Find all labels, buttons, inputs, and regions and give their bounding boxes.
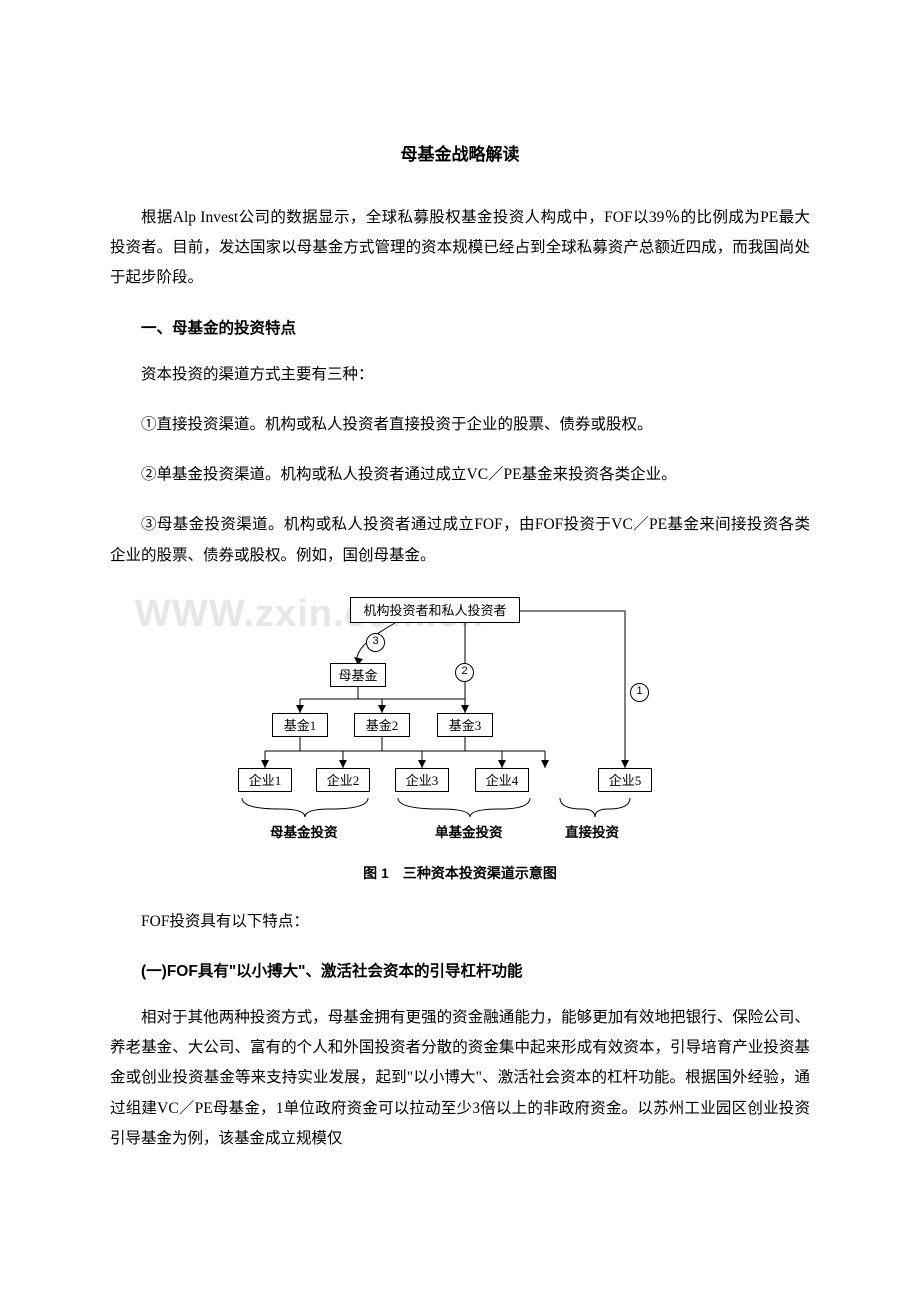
paragraph-fof-features-intro: FOF投资具有以下特点： <box>110 907 810 937</box>
investment-channels-diagram: WWW.zxin.com.cn <box>230 593 690 883</box>
diagram-node-company1: 企业1 <box>238 768 292 792</box>
paragraph-channel-1: ①直接投资渠道。机构或私人投资者直接投资于企业的股票、债券或股权。 <box>110 410 810 440</box>
diagram-node-investors: 机构投资者和私人投资者 <box>350 597 520 623</box>
paragraph-sub1-body: 相对于其他两种投资方式，母基金拥有更强的资金融通能力，能够更加有效地把银行、保险… <box>110 1003 810 1154</box>
diagram-node-fund1: 基金1 <box>272 713 328 737</box>
diagram-node-company2: 企业2 <box>316 768 370 792</box>
diagram-circle-1: 1 <box>630 683 649 702</box>
diagram-label-fof-investment: 母基金投资 <box>270 821 338 841</box>
diagram-circle-2: 2 <box>455 663 474 682</box>
paragraph-channel-3: ③母基金投资渠道。机构或私人投资者通过成立FOF，由FOF投资于VC／PE基金来… <box>110 510 810 570</box>
diagram-label-direct: 直接投资 <box>565 821 619 841</box>
subsection-heading-1: (一)FOF具有"以小搏大"、激活社会资本的引导杠杆功能 <box>110 959 810 981</box>
diagram-circle-3: 3 <box>366 633 385 652</box>
section-heading-1: 一、母基金的投资特点 <box>110 316 810 338</box>
diagram-node-company3: 企业3 <box>395 768 449 792</box>
diagram-node-fund2: 基金2 <box>354 713 410 737</box>
document-title: 母基金战略解读 <box>110 140 810 165</box>
paragraph-intro: 根据Alp Invest公司的数据显示，全球私募股权基金投资人构成中，FOF以3… <box>110 203 810 294</box>
diagram-node-fof: 母基金 <box>330 663 386 687</box>
document-page: 母基金战略解读 根据Alp Invest公司的数据显示，全球私募股权基金投资人构… <box>0 0 920 1302</box>
diagram-label-single-fund: 单基金投资 <box>435 821 503 841</box>
diagram-node-company5: 企业5 <box>598 768 652 792</box>
paragraph-channels-intro: 资本投资的渠道方式主要有三种： <box>110 360 810 390</box>
paragraph-channel-2: ②单基金投资渠道。机构或私人投资者通过成立VC／PE基金来投资各类企业。 <box>110 460 810 490</box>
diagram-node-fund3: 基金3 <box>437 713 493 737</box>
diagram-node-company4: 企业4 <box>475 768 529 792</box>
